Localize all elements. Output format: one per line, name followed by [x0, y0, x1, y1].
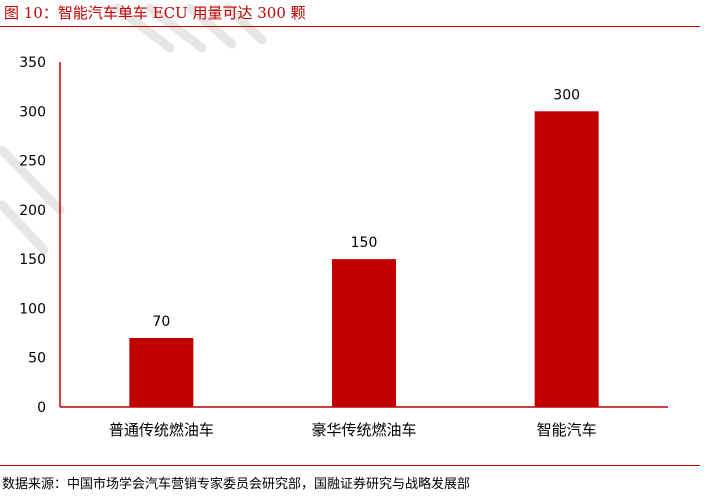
y-tick-label: 250: [19, 154, 46, 170]
category-label: 普通传统燃油车: [109, 421, 214, 439]
bar: [129, 338, 194, 407]
category-labels: 普通传统燃油车 豪华传统燃油车 智能汽车: [109, 421, 597, 439]
top-divider: [0, 26, 700, 27]
bars: [129, 111, 599, 408]
y-tick-label: 150: [19, 252, 46, 268]
data-label: 70: [152, 314, 170, 330]
figure-title: 图 10：智能汽车单车 ECU 用量可达 300 颗: [4, 4, 306, 22]
y-tick-label: 300: [19, 104, 46, 120]
bar: [332, 259, 396, 407]
bar: [534, 111, 599, 408]
data-label: 150: [351, 235, 378, 251]
data-labels: 70 150 300: [152, 87, 580, 330]
category-label: 豪华传统燃油车: [311, 421, 416, 439]
y-tick-labels: 0 50 100 150 200 250 300 350: [19, 55, 46, 416]
y-tick-label: 200: [19, 203, 46, 219]
data-label: 300: [553, 87, 580, 103]
y-tick-label: 100: [19, 301, 46, 317]
category-label: 智能汽车: [537, 421, 597, 439]
source-note: 数据来源：中国市场学会汽车营销专家委员会研究部，国融证券研究与战略发展部: [2, 477, 471, 492]
y-tick-label: 350: [19, 55, 46, 71]
bar-chart: 0 50 100 150 200 250 300 350 70 150 300 普通传统燃油车 豪华…: [19, 55, 668, 439]
y-tick-label: 0: [37, 400, 46, 416]
bottom-divider: [0, 465, 700, 466]
y-tick-label: 50: [28, 351, 46, 367]
